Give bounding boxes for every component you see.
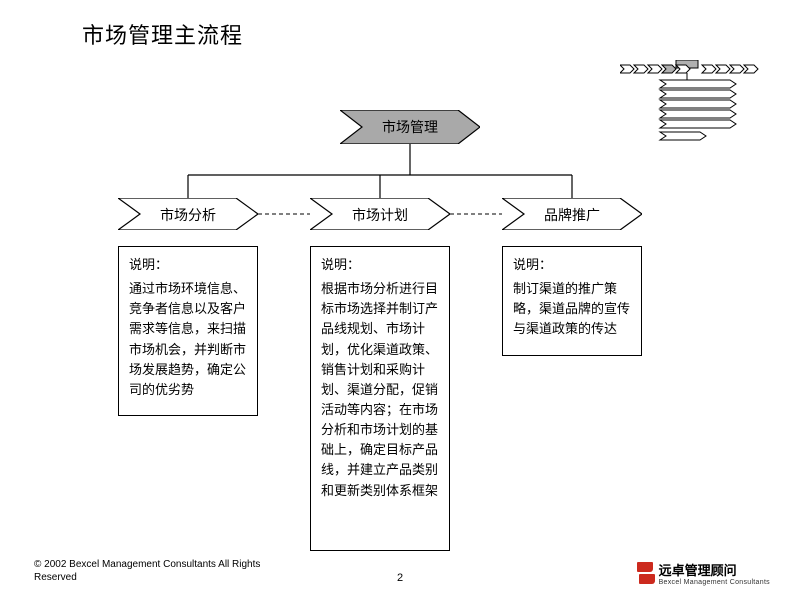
logo-subtext: Bexcel Management Consultants: [659, 579, 770, 586]
desc-text-0: 通过市场环境信息、竞争者信息以及客户需求等信息，来扫描市场机会，并判断市场发展趋…: [129, 279, 247, 400]
footer-copyright: © 2002 Bexcel Management Consultants All…: [34, 559, 260, 584]
desc-box-2: 说明： 制订渠道的推广策略，渠道品牌的宣传与渠道政策的传达: [502, 246, 642, 356]
mini-nav-diagram: [620, 60, 760, 150]
page-title: 市场管理主流程: [82, 18, 243, 50]
copyright-line2: Reserved: [34, 572, 260, 585]
footer-page-number: 2: [397, 572, 403, 584]
child-arrow-2-label: 品牌推广: [502, 205, 642, 225]
logo-mark-icon: [637, 562, 653, 584]
copyright-line1: © 2002 Bexcel Management Consultants All…: [34, 559, 260, 572]
child-arrow-1-label: 市场计划: [310, 205, 450, 225]
desc-title-2: 说明：: [513, 255, 631, 275]
logo-text: 远卓管理顾问: [659, 560, 770, 579]
desc-title-1: 说明：: [321, 255, 439, 275]
desc-text-1: 根据市场分析进行目标市场选择并制订产品线规划、市场计划，优化渠道政策、销售计划和…: [321, 279, 439, 501]
footer-logo: 远卓管理顾问 Bexcel Management Consultants: [637, 560, 770, 586]
desc-text-2: 制订渠道的推广策略，渠道品牌的宣传与渠道政策的传达: [513, 279, 631, 339]
desc-box-0: 说明： 通过市场环境信息、竞争者信息以及客户需求等信息，来扫描市场机会，并判断市…: [118, 246, 258, 416]
root-arrow-label: 市场管理: [340, 117, 480, 137]
desc-box-1: 说明： 根据市场分析进行目标市场选择并制订产品线规划、市场计划，优化渠道政策、销…: [310, 246, 450, 551]
desc-title-0: 说明：: [129, 255, 247, 275]
child-arrow-0-label: 市场分析: [118, 205, 258, 225]
